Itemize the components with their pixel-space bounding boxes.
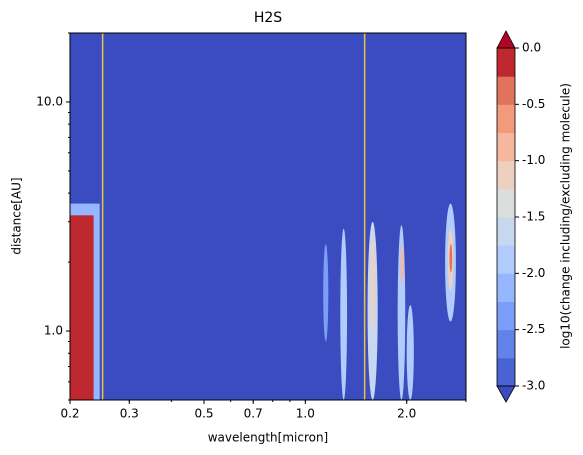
colorbar-tick-label: -2.0 [522,266,545,280]
colorbar-band [497,188,515,218]
contour-region [340,228,348,400]
colorbar-band [497,160,515,190]
colorbar-over [496,30,516,49]
background [70,33,466,400]
colorbar-band [497,217,515,246]
x-axis-label: wavelength[micron] [208,431,329,445]
colorbar-band [497,104,515,133]
x-tick-label: 2.0 [397,407,416,421]
plot-area [70,33,466,400]
colorbar-tick-label: -1.5 [522,210,545,224]
x-tick-label: 0.3 [120,407,139,421]
contour-region [406,304,414,400]
contour-region [449,243,453,273]
x-tick-label: 0.5 [194,407,213,421]
contour-region [370,235,375,332]
chart-title: H2S [254,10,282,26]
plot-frame [69,32,467,401]
contour-region [323,243,329,342]
y-axis-label: distance[AU] [10,177,24,254]
colorbar-tick-label: -3.0 [522,379,545,393]
y-tick-label: 10.0 [36,94,63,108]
x-tick-label: 1.0 [296,407,315,421]
colorbar-under [496,385,516,403]
colorbar-tick-label: 0.0 [522,41,541,55]
colorbar-tick-label: -0.5 [522,97,545,111]
x-tick-label: 0.2 [60,407,79,421]
colorbar-band [497,76,515,105]
colorbar-tick-label: -2.5 [522,322,545,336]
colorbar-band [497,48,515,77]
x-tick-label: 0.7 [244,407,263,421]
colorbar-band [497,273,515,302]
colorbar-label: log10(change including/excluding molecul… [559,83,573,349]
colorbar-band [497,329,515,359]
colorbar-tick-label: -1.0 [522,153,545,167]
y-tick-label: 1.0 [44,324,63,338]
colorbar-band [497,245,515,274]
colorbar-band [497,357,515,387]
colorbar-band [497,132,515,162]
contour-region [70,215,94,400]
contour-region [400,243,404,285]
colorbar-band [497,301,515,331]
